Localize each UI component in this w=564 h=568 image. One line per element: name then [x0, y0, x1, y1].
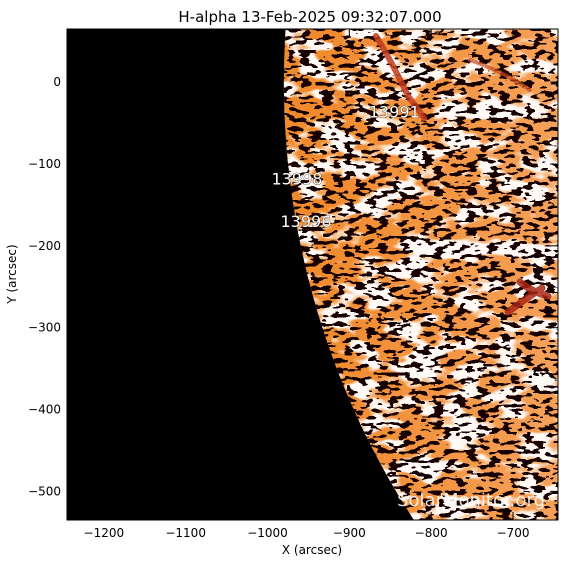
y-tick-label: 0 — [53, 75, 61, 89]
y-tick-label: −200 — [28, 239, 61, 253]
plot-frame — [66, 28, 559, 521]
x-axis-label: X (arcsec) — [282, 543, 342, 557]
plot-area — [67, 29, 558, 520]
x-tick-label: −1000 — [247, 526, 288, 540]
solarmonitor-watermark: SolarMonitor.org — [397, 490, 545, 511]
x-tick-label: −1200 — [84, 526, 125, 540]
y-tick-label: −300 — [28, 321, 61, 335]
x-axis: −1200 −1100 −1000 −900 −800 −700 — [84, 29, 530, 540]
active-region-labels: 13991 13998 13996 — [271, 102, 420, 231]
filament-southeast — [504, 278, 552, 316]
y-axis: 0 −100 −200 −300 −400 −500 — [28, 75, 558, 498]
filament-east — [468, 58, 532, 92]
x-tick-label: −700 — [497, 526, 530, 540]
image-title: H-alpha 13-Feb-2025 09:32:07.000 — [178, 8, 441, 26]
active-region-label: 13996 — [281, 212, 332, 231]
x-tick-label: −900 — [333, 526, 366, 540]
y-tick-label: −500 — [28, 484, 61, 498]
y-tick-label: −100 — [28, 157, 61, 171]
filament-north — [373, 33, 427, 121]
y-tick-label: −400 — [28, 403, 61, 417]
x-tick-label: −800 — [415, 526, 448, 540]
active-region-label: 13991 — [369, 102, 420, 121]
active-region-label: 13998 — [271, 169, 322, 188]
y-axis-label: Y (arcsec) — [5, 244, 19, 304]
x-tick-label: −1100 — [165, 526, 206, 540]
